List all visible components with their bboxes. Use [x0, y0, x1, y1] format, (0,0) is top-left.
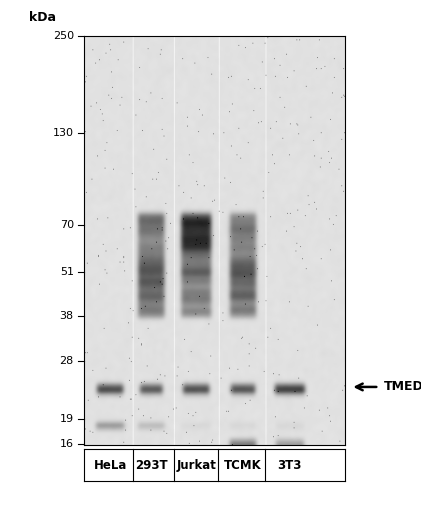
Text: 250: 250 [53, 31, 74, 40]
Text: 19: 19 [60, 413, 74, 424]
Text: kDa: kDa [29, 11, 56, 24]
Text: 70: 70 [60, 220, 74, 230]
Text: HeLa: HeLa [93, 458, 127, 472]
Text: 28: 28 [59, 356, 74, 366]
Text: 51: 51 [60, 267, 74, 277]
Text: TCMK: TCMK [224, 458, 261, 472]
Text: 16: 16 [60, 439, 74, 449]
Text: 38: 38 [60, 311, 74, 320]
Text: Jurkat: Jurkat [176, 458, 216, 472]
Text: 3T3: 3T3 [277, 458, 301, 472]
Text: TMED10: TMED10 [384, 380, 421, 393]
Text: 293T: 293T [135, 458, 168, 472]
Text: 130: 130 [53, 128, 74, 138]
